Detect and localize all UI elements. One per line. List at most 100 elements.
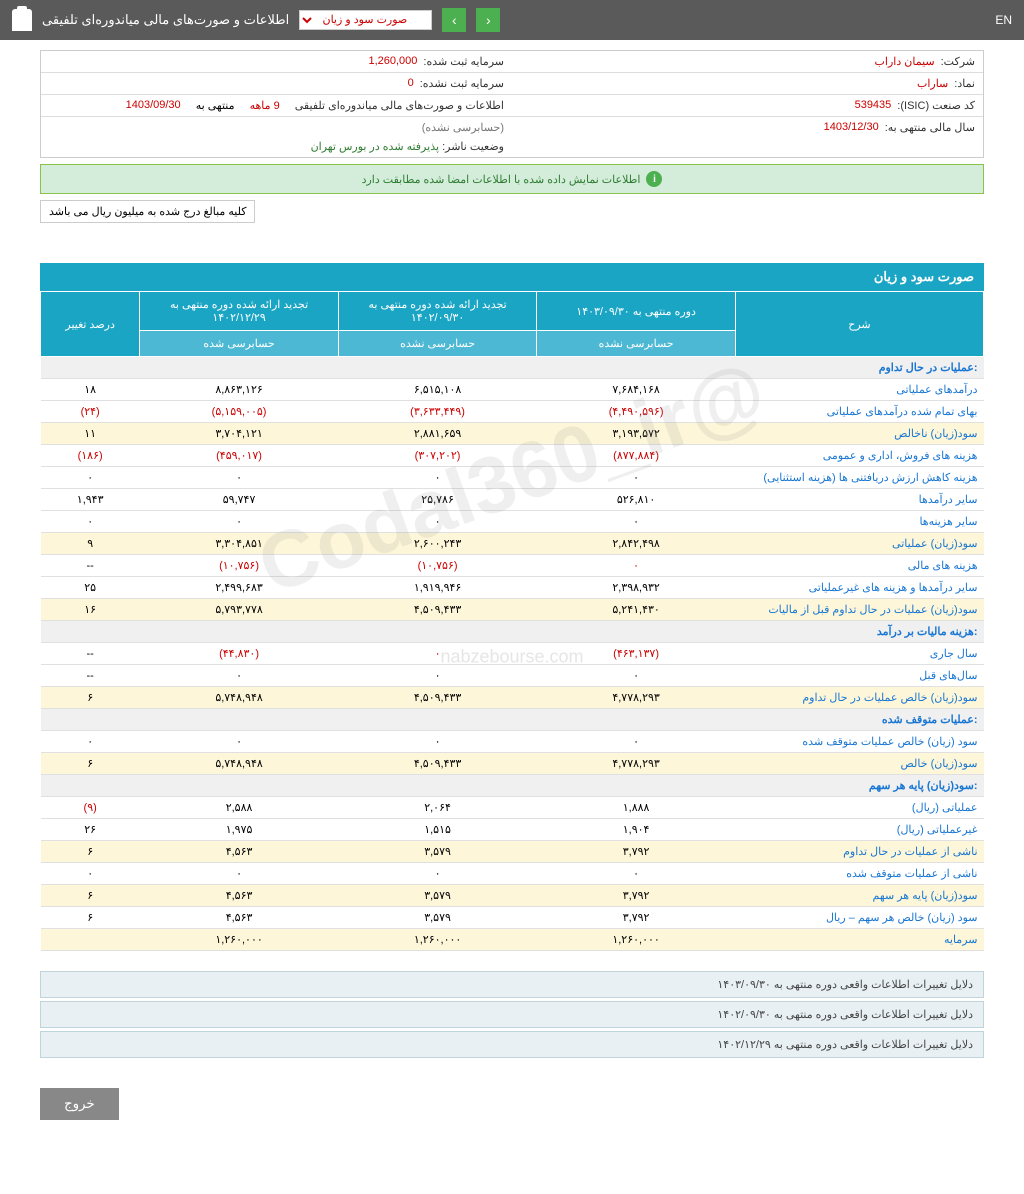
table-row: سود(زیان) عملیاتی۲,۸۴۲,۴۹۸۲,۶۰۰,۲۴۳۳,۳۰۴… xyxy=(41,533,984,555)
th-change-pct: درصد تغییر xyxy=(41,292,140,357)
cell-value: ۴,۵۶۳ xyxy=(140,841,339,863)
capital-unreg: 0 xyxy=(408,77,414,90)
th-period2: تجدید ارائه شده دوره منتهی به ۱۴۰۲/۰۹/۳۰ xyxy=(338,292,537,331)
audit-status: (حسابرسی نشده) xyxy=(422,121,504,134)
row-label: ناشی از عملیات در حال تداوم xyxy=(735,841,983,863)
cell-pct: ۶ xyxy=(41,687,140,709)
cell-value: ۵,۲۴۱,۴۳۰ xyxy=(537,599,736,621)
fiscal-label: سال مالی منتهی به: xyxy=(885,121,975,153)
table-row: سود(زیان) پایه هر سهم۳,۷۹۲۳,۵۷۹۴,۵۶۳۶ xyxy=(41,885,984,907)
cell-pct: ۹ xyxy=(41,533,140,555)
notice-text: اطلاعات نمایش داده شده با اطلاعات امضا ش… xyxy=(362,173,641,186)
table-row: سود(زیان) عملیات در حال تداوم قبل از مال… xyxy=(41,599,984,621)
capital-reg-label: سرمایه ثبت شده: xyxy=(423,55,504,68)
cell-value: ۰ xyxy=(140,511,339,533)
report-type: اطلاعات و صورت‌های مالی میاندوره‌ای تلفی… xyxy=(295,99,504,112)
cell-pct: ۱,۹۴۳ xyxy=(41,489,140,511)
publisher-label: وضعیت ناشر: xyxy=(442,141,504,153)
table-row: سال‌های قبل۰۰۰-- xyxy=(41,665,984,687)
cell-value: ۰ xyxy=(537,863,736,885)
row-label: سرمایه xyxy=(735,929,983,951)
row-label: سود (زیان) خالص عملیات متوقف شده xyxy=(735,731,983,753)
table-row: ناشی از عملیات متوقف شده۰۰۰۰ xyxy=(41,863,984,885)
nav-prev-button[interactable]: ‹ xyxy=(476,8,500,32)
cell-value: ۱,۲۶۰,۰۰۰ xyxy=(338,929,537,951)
row-section-header: سود(زیان) پایه هر سهم: xyxy=(41,775,984,797)
row-label: سایر هزینه‌ها xyxy=(735,511,983,533)
cell-value: ۲,۸۴۲,۴۹۸ xyxy=(537,533,736,555)
row-label: سایر درآمدها و هزینه های غیرعملیاتی xyxy=(735,577,983,599)
cell-value: ۰ xyxy=(338,863,537,885)
exit-button[interactable]: خروج xyxy=(40,1088,119,1120)
cell-value: ۳,۷۰۴,۱۲۱ xyxy=(140,423,339,445)
symbol-label: نماد: xyxy=(954,77,975,90)
cell-value: ۳,۱۹۳,۵۷۲ xyxy=(537,423,736,445)
cell-pct: -- xyxy=(41,665,140,687)
cell-value: ۴,۵۰۹,۴۳۳ xyxy=(338,753,537,775)
row-section-header: هزینه مالیات بر درآمد: xyxy=(41,621,984,643)
cell-value: ۲,۵۸۸ xyxy=(140,797,339,819)
cell-value: ۰ xyxy=(338,665,537,687)
cell-value: ۱,۹۰۴ xyxy=(537,819,736,841)
cell-value: ۷,۶۸۴,۱۶۸ xyxy=(537,379,736,401)
cell-value: ۵,۷۴۸,۹۴۸ xyxy=(140,753,339,775)
cell-value: ۲,۸۸۱,۶۵۹ xyxy=(338,423,537,445)
section-title: صورت سود و زیان xyxy=(40,263,984,291)
row-label: ناشی از عملیات متوقف شده xyxy=(735,863,983,885)
cell-pct: ۰ xyxy=(41,511,140,533)
row-label: سود(زیان) عملیات در حال تداوم قبل از مال… xyxy=(735,599,983,621)
cell-pct: ۶ xyxy=(41,907,140,929)
table-row: سود(زیان) خالص۴,۷۷۸,۲۹۳۴,۵۰۹,۴۳۳۵,۷۴۸,۹۴… xyxy=(41,753,984,775)
cell-value: ۴,۷۷۸,۲۹۳ xyxy=(537,753,736,775)
table-row: عملیات متوقف شده: xyxy=(41,709,984,731)
cell-value: ۲,۳۹۸,۹۳۲ xyxy=(537,577,736,599)
th-audited: حسابرسی شده xyxy=(140,331,339,357)
cell-value: ۱,۲۶۰,۰۰۰ xyxy=(140,929,339,951)
cell-value: ۲۵,۷۸۶ xyxy=(338,489,537,511)
cell-value: ۰ xyxy=(537,731,736,753)
th-period1: دوره منتهی به ۱۴۰۳/۰۹/۳۰ xyxy=(537,292,736,331)
cell-pct: ۲۶ xyxy=(41,819,140,841)
cell-pct xyxy=(41,929,140,951)
table-row: درآمدهای عملیاتی۷,۶۸۴,۱۶۸۶,۵۱۵,۱۰۸۸,۸۶۳,… xyxy=(41,379,984,401)
table-row: سایر درآمدها۵۲۶,۸۱۰۲۵,۷۸۶۵۹,۷۴۷۱,۹۴۳ xyxy=(41,489,984,511)
th-unaudited2: حسابرسی نشده xyxy=(338,331,537,357)
table-row: سود(زیان) ناخالص۳,۱۹۳,۵۷۲۲,۸۸۱,۶۵۹۳,۷۰۴,… xyxy=(41,423,984,445)
cell-value: ۰ xyxy=(338,643,537,665)
cell-value: ۰ xyxy=(537,665,736,687)
capital-reg: 1,260,000 xyxy=(368,55,417,68)
reason-row: دلایل تغییرات اطلاعات واقعی دوره منتهی ب… xyxy=(40,971,984,998)
row-label: هزینه های فروش، اداری و عمومی xyxy=(735,445,983,467)
cell-pct: (۹) xyxy=(41,797,140,819)
cell-value: ۵,۷۴۸,۹۴۸ xyxy=(140,687,339,709)
th-period3: تجدید ارائه شده دوره منتهی به ۱۴۰۲/۱۲/۲۹ xyxy=(140,292,339,331)
cell-pct: (۲۴) xyxy=(41,401,140,423)
report-select[interactable]: صورت سود و زیان xyxy=(299,10,432,30)
income-statement-section: صورت سود و زیان شرح دوره منتهی به ۱۴۰۳/۰… xyxy=(40,263,984,951)
company-label: شرکت: xyxy=(941,55,975,68)
cell-pct: ۱۸ xyxy=(41,379,140,401)
isic-label: کد صنعت (ISIC): xyxy=(897,99,975,112)
table-row: بهای تمام شده درآمدهای عملیاتی(۴,۴۹۰,۵۹۶… xyxy=(41,401,984,423)
table-row: ناشی از عملیات در حال تداوم۳,۷۹۲۳,۵۷۹۴,۵… xyxy=(41,841,984,863)
language-switch[interactable]: EN xyxy=(995,13,1012,27)
period: 9 ماهه xyxy=(250,99,280,112)
nav-next-button[interactable]: › xyxy=(442,8,466,32)
row-label: سایر درآمدها xyxy=(735,489,983,511)
row-label: سود(زیان) ناخالص xyxy=(735,423,983,445)
cell-value: ۴,۵۰۹,۴۳۳ xyxy=(338,599,537,621)
cell-value: (۴۵۹,۰۱۷) xyxy=(140,445,339,467)
row-label: سود(زیان) خالص xyxy=(735,753,983,775)
cell-value: ۱,۵۱۵ xyxy=(338,819,537,841)
reason-row: دلایل تغییرات اطلاعات واقعی دوره منتهی ب… xyxy=(40,1001,984,1028)
cell-value: ۰ xyxy=(338,467,537,489)
capital-unreg-label: سرمایه ثبت نشده: xyxy=(420,77,504,90)
row-label: هزینه کاهش ارزش دریافتنی ها (هزینه استثن… xyxy=(735,467,983,489)
cell-value: ۱,۸۸۸ xyxy=(537,797,736,819)
cell-pct: ۲۵ xyxy=(41,577,140,599)
cell-value: ۱,۲۶۰,۰۰۰ xyxy=(537,929,736,951)
row-label: هزینه های مالی xyxy=(735,555,983,577)
row-label: درآمدهای عملیاتی xyxy=(735,379,983,401)
cell-value: ۲,۶۰۰,۲۴۳ xyxy=(338,533,537,555)
cell-value: (۵,۱۵۹,۰۰۵) xyxy=(140,401,339,423)
